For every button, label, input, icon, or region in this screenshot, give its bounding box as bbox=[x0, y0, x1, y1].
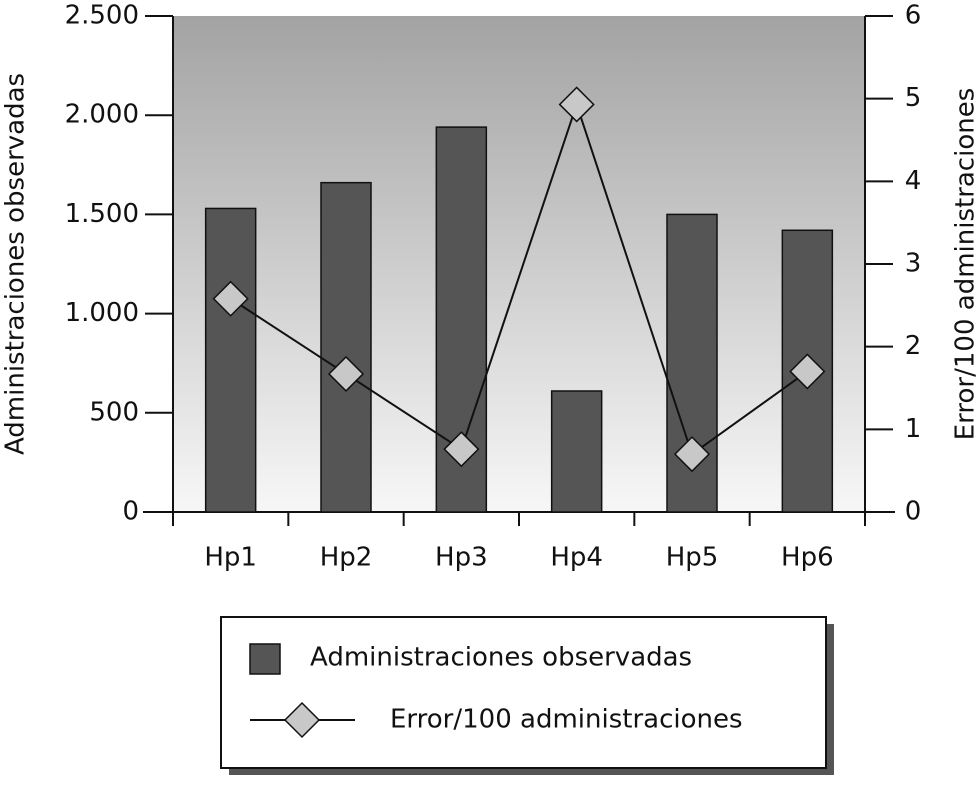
y-tick-label: 500 bbox=[89, 397, 139, 427]
y-tick-label: 1.500 bbox=[65, 199, 139, 229]
marker bbox=[443, 431, 480, 468]
bar bbox=[204, 207, 257, 513]
x-tick-label: Hp4 bbox=[550, 543, 603, 573]
y-tick-label: 2.500 bbox=[65, 1, 139, 31]
y-tick-label: 2.000 bbox=[65, 100, 139, 130]
legend-label: Administraciones observadas bbox=[310, 643, 692, 673]
y2-tick-label: 4 bbox=[905, 166, 922, 196]
legend-swatch bbox=[249, 643, 281, 675]
plot-area bbox=[173, 16, 865, 512]
y2-tick-label: 3 bbox=[905, 249, 922, 279]
y2-tick-label: 0 bbox=[905, 497, 922, 527]
y-tick-label: 0 bbox=[122, 497, 139, 527]
marker bbox=[327, 355, 365, 393]
y2-tick-label: 6 bbox=[905, 1, 922, 31]
x-tick-label: Hp1 bbox=[204, 543, 257, 573]
y-tick-label: 1.000 bbox=[65, 298, 139, 328]
line bbox=[230, 101, 808, 456]
y2-axis-title: Error/100 administraciones bbox=[951, 88, 980, 441]
marker bbox=[212, 280, 249, 317]
x-tick-label: Hp6 bbox=[781, 543, 834, 573]
marker bbox=[673, 436, 711, 473]
y2-tick-label: 1 bbox=[905, 414, 922, 444]
y-axis-title: Administraciones observadas bbox=[1, 73, 31, 455]
legend bbox=[220, 616, 827, 769]
marker bbox=[283, 701, 321, 739]
marker bbox=[789, 353, 826, 390]
legend-label: Error/100 administraciones bbox=[390, 705, 743, 735]
bar bbox=[320, 181, 372, 513]
marker bbox=[558, 86, 595, 123]
x-tick-label: Hp5 bbox=[666, 543, 719, 573]
bar bbox=[550, 390, 603, 513]
y2-tick-label: 2 bbox=[905, 331, 922, 361]
x-tick-label: Hp3 bbox=[435, 543, 488, 573]
y2-tick-label: 5 bbox=[905, 83, 922, 113]
x-tick-label: Hp2 bbox=[320, 543, 373, 573]
